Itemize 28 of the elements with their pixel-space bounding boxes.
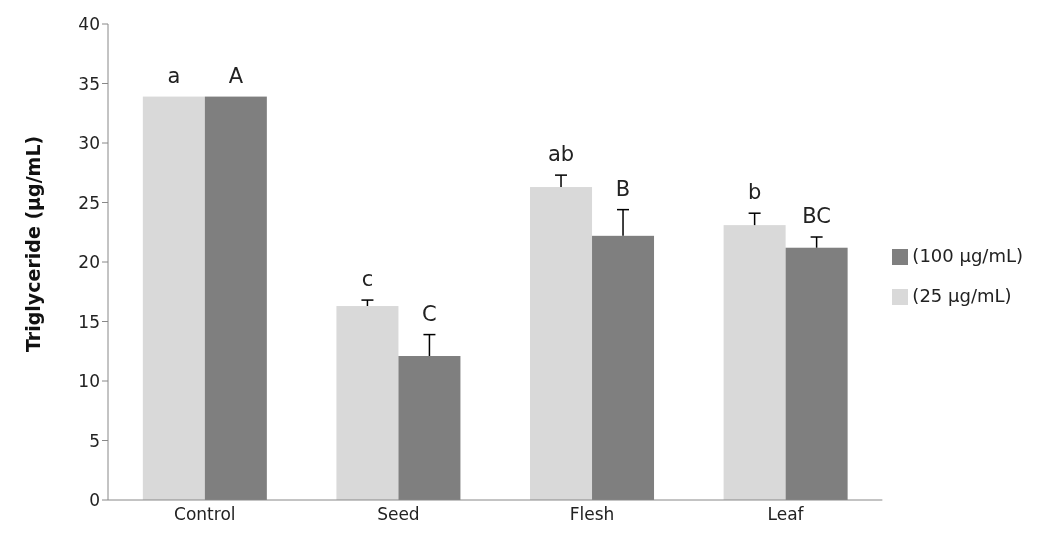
data-label: a (167, 63, 181, 88)
y-axis-title: Triglyceride (µg/mL) (21, 135, 44, 352)
y-tick-label: 30 (78, 133, 100, 154)
y-tick-label: 35 (78, 73, 100, 94)
y-tick-label: 5 (89, 430, 100, 451)
data-label: BC (802, 204, 831, 229)
y-tick-label: 15 (78, 311, 100, 332)
y-tick-label: 40 (78, 14, 100, 35)
y-tick-label: 0 (89, 490, 100, 511)
bar (142, 96, 205, 500)
data-label: C (422, 301, 437, 326)
data-label: B (615, 176, 631, 201)
bar (336, 306, 399, 500)
x-tick-label: Control (174, 504, 236, 525)
y-tick-label: 20 (78, 252, 100, 273)
x-tick-label: Seed (377, 504, 420, 525)
x-tick-label: Flesh (569, 504, 615, 525)
legend-label: (100 µg/mL) (912, 245, 1023, 266)
y-tick-label: 10 (78, 371, 100, 392)
data-label: ab (547, 142, 575, 167)
bar (723, 225, 786, 500)
legend-label: (25 µg/mL) (912, 285, 1012, 306)
y-tick-label: 25 (78, 192, 100, 213)
bar (530, 187, 593, 500)
data-label: A (228, 63, 244, 88)
x-tick-label: Leaf (767, 504, 805, 525)
data-label: c (361, 267, 374, 292)
data-label: b (747, 180, 762, 205)
